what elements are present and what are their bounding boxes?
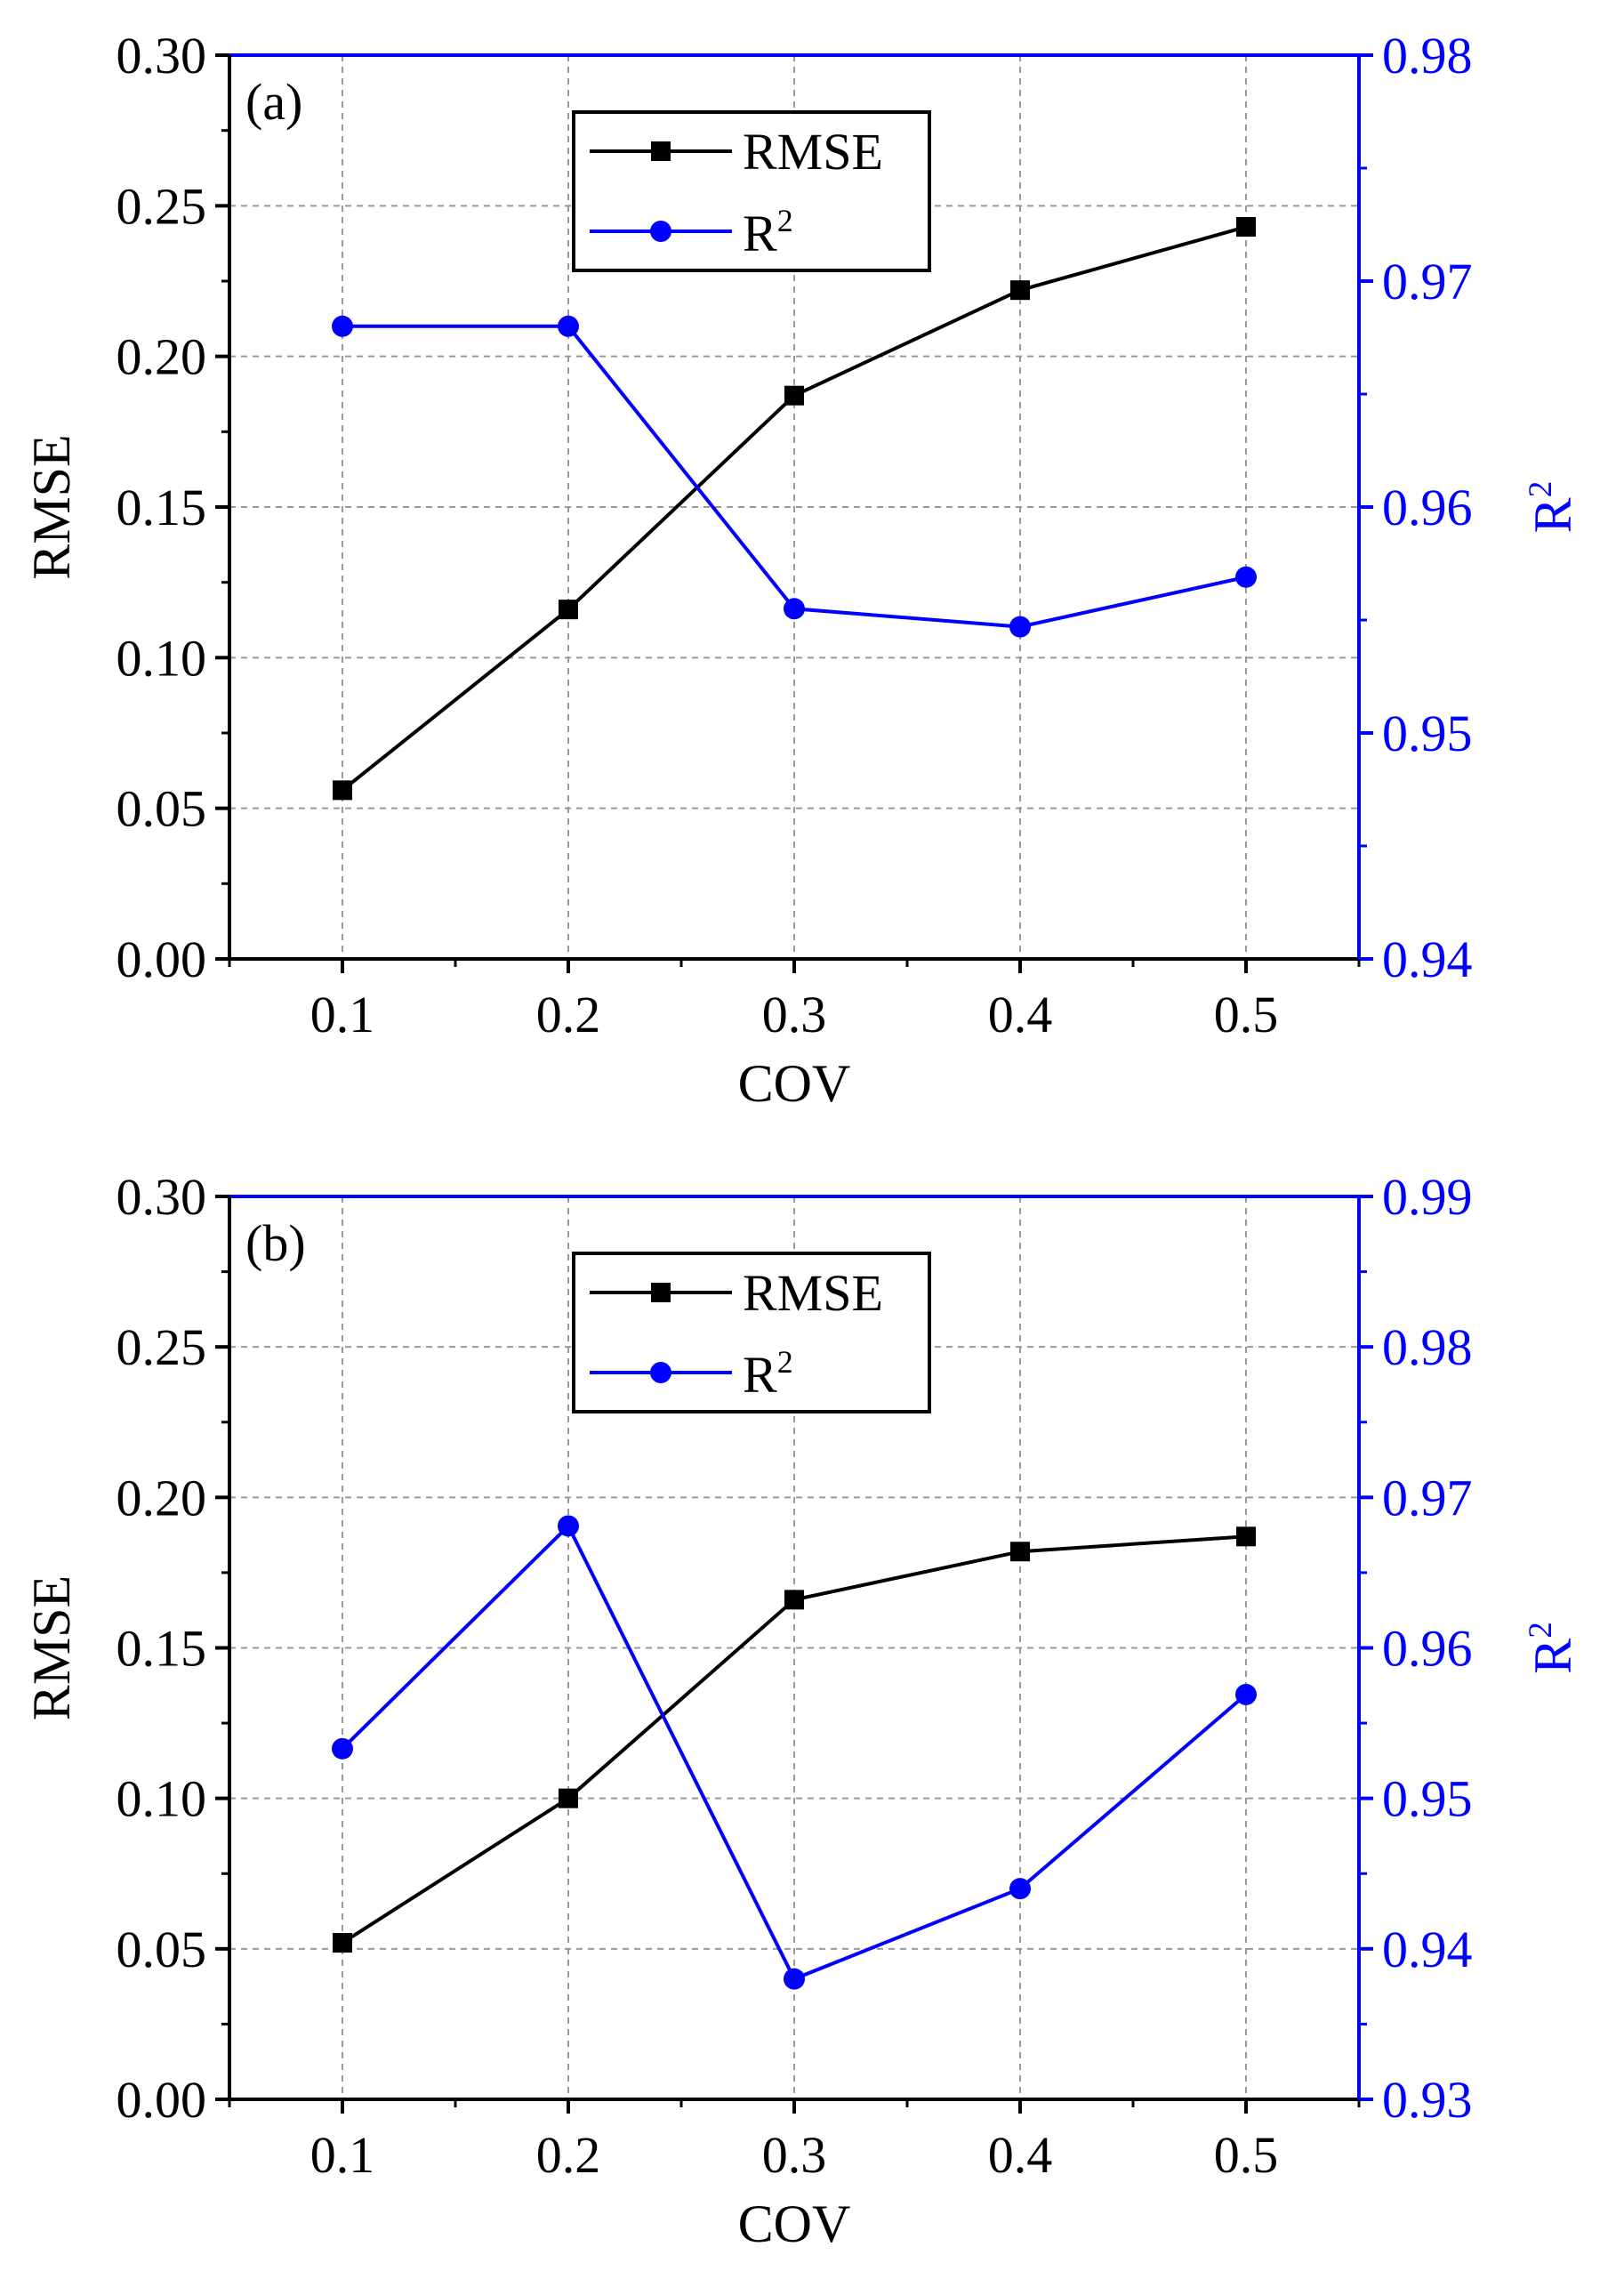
right-tick-label: 0.97 [1382,1469,1473,1526]
x-axis-title: COV [738,2194,851,2253]
bottom-tick-label: 0.4 [988,2126,1053,2184]
right-tick-label: 0.99 [1382,1168,1473,1226]
legend-marker-r2 [650,1362,671,1383]
right-tick-label: 0.98 [1382,27,1473,85]
left-tick-label: 0.20 [117,328,207,386]
legend-marker-r2 [650,221,671,242]
left-tick-label: 0.25 [117,177,207,235]
rmse-data-point [559,1788,578,1808]
right-tick-label: 0.94 [1382,1921,1473,1978]
legend-marker-rmse [651,1283,671,1302]
chart-panel-a: 0.00 0.05 0.10 0.15 0.20 0.25 0.30 0.94 0.95 0.96… [22,27,1582,1113]
left-tick-label: 0.05 [117,1921,207,1978]
rmse-data-point [784,385,804,406]
bottom-tick-label: 0.1 [310,2126,375,2184]
r2-data-point [558,315,579,337]
chart-panel-b: 0.00 0.05 0.10 0.15 0.20 0.25 0.30 0.93 0.94 0.95… [22,1168,1582,2253]
rmse-data-point [333,780,352,801]
right-tick-label: 0.98 [1382,1318,1473,1376]
rmse-data-point [1010,280,1030,301]
r2-data-point [1235,566,1257,588]
legend-label-r2: R2 [743,1344,793,1404]
left-tick-label: 0.30 [117,27,207,85]
rmse-data-point [559,600,578,620]
rmse-data-point [1010,1542,1030,1562]
left-tick-label: 0.15 [117,479,207,536]
bottom-tick-label: 0.3 [762,986,827,1043]
right-tick-label: 0.95 [1382,1770,1473,1828]
panel-label: (b) [245,1214,306,1272]
left-tick-label: 0.30 [117,1168,207,1226]
left-tick-label: 0.15 [117,1620,207,1678]
left-tick-label: 0.10 [117,629,207,687]
left-tick-label: 0.00 [117,930,207,988]
bottom-tick-label: 0.5 [1214,2126,1279,2184]
rmse-data-point [1236,1526,1256,1547]
r2-data-point [332,1737,353,1760]
left-tick-label: 0.05 [117,780,207,838]
bottom-tick-label: 0.5 [1214,986,1279,1043]
legend-label-rmse: RMSE [743,123,883,181]
bottom-tick-label: 0.4 [988,986,1053,1043]
legend-label-r2: R2 [743,203,793,262]
right-tick-label: 0.96 [1382,1620,1473,1678]
r2-data-point [784,1968,805,1990]
right-tick-label: 0.94 [1382,930,1473,988]
legend-box [572,1252,931,1413]
left-tick-label: 0.10 [117,1770,207,1828]
rmse-data-point [784,1590,804,1610]
right-axis-title: R2 [1523,481,1582,534]
bottom-tick-label: 0.1 [310,986,375,1043]
r2-data-point [784,598,805,620]
legend-box [572,110,931,272]
right-tick-label: 0.95 [1382,705,1473,762]
left-axis-title: RMSE [22,1575,81,1720]
r2-data-point [1009,616,1031,638]
left-axis-title: RMSE [22,434,81,579]
panel-label: (a) [245,73,302,131]
r2-data-point [1235,1683,1257,1705]
rmse-data-point [333,1933,352,1953]
bottom-tick-label: 0.3 [762,2126,827,2184]
right-tick-label: 0.97 [1382,253,1473,310]
right-tick-label: 0.96 [1382,479,1473,536]
rmse-data-point [1236,217,1256,238]
right-axis-title: R2 [1523,1622,1582,1674]
r2-data-point [332,315,353,337]
right-tick-label: 0.93 [1382,2071,1473,2129]
left-tick-label: 0.00 [117,2071,207,2129]
legend-label-rmse: RMSE [743,1264,883,1322]
r2-data-point [1009,1878,1031,1900]
bottom-tick-label: 0.2 [536,2126,601,2184]
legend-marker-rmse [651,141,671,161]
left-tick-label: 0.20 [117,1469,207,1526]
x-axis-title: COV [738,1054,851,1113]
bottom-tick-label: 0.2 [536,986,601,1043]
left-tick-label: 0.25 [117,1318,207,1376]
r2-data-point [558,1515,579,1537]
